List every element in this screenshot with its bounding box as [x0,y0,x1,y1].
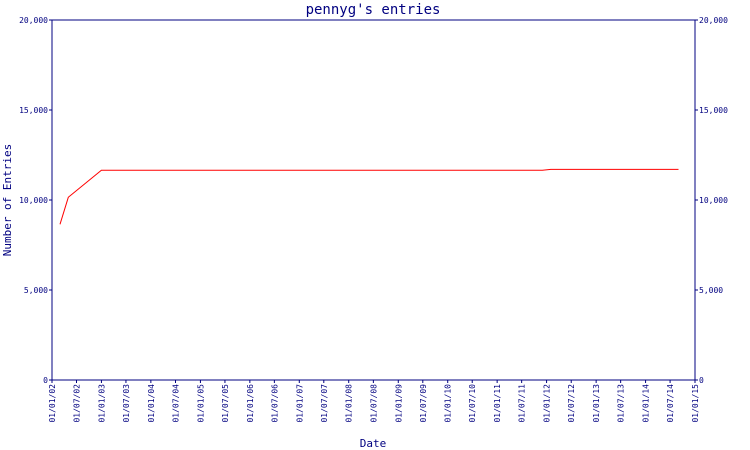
y-axis-right: 0 5,000 10,000 15,000 20,000 [695,16,728,385]
x-tick-label: 01/07/07 [320,384,329,423]
x-axis: 01/01/02 01/07/02 01/01/03 01/07/03 01/01/04… [48,380,700,423]
x-tick-label: 01/07/02 [73,384,82,423]
x-tick-label: 01/01/10 [444,384,453,423]
y-tick-label-right: 20,000 [699,16,728,25]
x-tick-label: 01/01/04 [147,384,156,423]
x-tick-label: 01/01/15 [691,384,700,423]
x-tick-label: 01/01/09 [394,384,403,423]
x-tick-label: 01/01/07 [295,384,304,423]
y-tick-label-right: 5,000 [699,286,723,295]
x-tick-label: 01/07/10 [468,384,477,423]
x-tick-label: 01/07/04 [172,384,181,423]
x-axis-label: Date [360,437,387,450]
y-tick-label-right: 10,000 [699,196,728,205]
x-tick-label: 01/01/08 [345,384,354,423]
y-tick-label-right: 0 [699,376,704,385]
x-tick-label: 01/01/13 [592,384,601,423]
x-tick-label: 01/07/13 [617,384,626,423]
x-tick-label: 01/07/08 [369,384,378,423]
y-axis-label: Number of Entries [1,144,14,257]
x-tick-label: 01/07/14 [666,384,675,423]
x-tick-label: 01/07/06 [270,384,279,423]
x-tick-label: 01/01/03 [97,384,106,423]
x-tick-label: 01/01/02 [48,384,57,423]
y-tick-label: 20,000 [19,16,48,25]
y-tick-label: 5,000 [24,286,48,295]
y-axis-left: 0 5,000 10,000 15,000 20,000 [19,16,52,385]
x-tick-label: 01/07/12 [567,384,576,423]
x-tick-label: 01/01/06 [246,384,255,423]
x-tick-label: 01/07/03 [122,384,131,423]
y-tick-label-right: 15,000 [699,106,728,115]
x-tick-label: 01/07/09 [419,384,428,423]
y-tick-label: 0 [43,376,48,385]
x-tick-label: 01/01/11 [493,384,502,423]
chart-title: pennyg's entries [306,2,441,18]
y-tick-label: 15,000 [19,106,48,115]
plot-area-frame [51,19,696,381]
x-tick-label: 01/01/12 [543,384,552,423]
x-tick-label: 01/07/05 [221,384,230,423]
y-tick-label: 10,000 [19,196,48,205]
x-tick-label: 01/01/14 [642,384,651,423]
series-line [59,168,679,225]
x-tick-label: 01/01/05 [196,384,205,423]
x-tick-label: 01/07/11 [518,384,527,423]
